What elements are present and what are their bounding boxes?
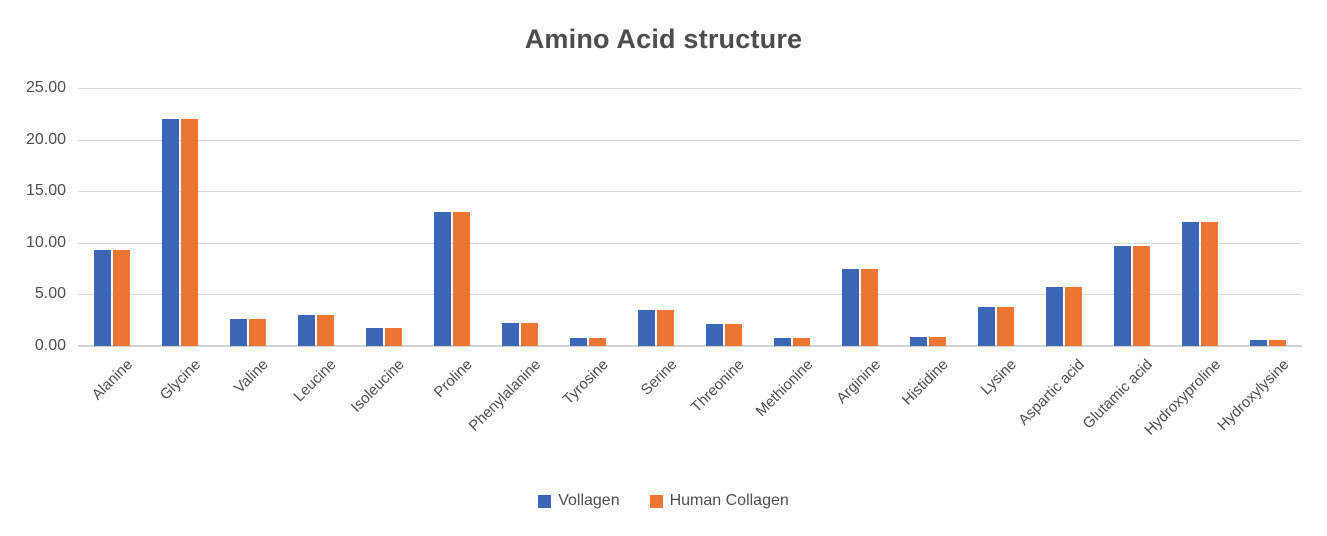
bar-vollagen-alanine — [94, 250, 111, 346]
bar-group — [1166, 88, 1234, 346]
bar-vollagen-valine — [230, 319, 247, 346]
bar-group — [962, 88, 1030, 346]
bar-human-collagen-threonine — [725, 324, 742, 346]
bar-vollagen-aspartic-acid — [1046, 287, 1063, 346]
bar-human-collagen-histidine — [929, 336, 946, 346]
bar-vollagen-leucine — [298, 315, 315, 346]
x-axis-label: Serine — [637, 356, 681, 399]
bar-vollagen-serine — [638, 309, 655, 346]
bars-row — [78, 88, 1302, 346]
bar-vollagen-histidine — [910, 336, 927, 346]
legend-marker-vollagen — [538, 494, 552, 508]
bar-group — [78, 88, 146, 346]
bar-group — [1234, 88, 1302, 346]
bar-human-collagen-aspartic-acid — [1065, 287, 1082, 346]
bar-human-collagen-isoleucine — [385, 328, 402, 346]
gridline — [78, 88, 1302, 89]
bar-human-collagen-lysine — [997, 306, 1014, 346]
bar-human-collagen-phenylalanine — [521, 323, 538, 346]
x-axis-label: Aspartic acid — [1015, 356, 1089, 429]
bar-vollagen-phenylalanine — [502, 323, 519, 346]
bar-vollagen-glutamic-acid — [1114, 245, 1131, 346]
x-axis-label: Isoleucine — [348, 356, 409, 416]
y-axis-tick-label: 0.00 — [34, 337, 66, 354]
bar-group — [146, 88, 214, 346]
bar-vollagen-proline — [434, 211, 451, 346]
bar-group — [214, 88, 282, 346]
bar-vollagen-hydroxylysine — [1250, 339, 1267, 346]
x-axis-label: Glycine — [156, 356, 205, 404]
bar-group — [690, 88, 758, 346]
bar-human-collagen-glycine — [181, 118, 198, 346]
bar-group — [1098, 88, 1166, 346]
bar-group — [758, 88, 826, 346]
bar-group — [554, 88, 622, 346]
bar-vollagen-lysine — [978, 306, 995, 346]
bar-human-collagen-tyrosine — [589, 337, 606, 346]
x-axis-label: Threonine — [688, 356, 749, 416]
bar-group — [622, 88, 690, 346]
x-axis-label: Glutamic acid — [1079, 356, 1157, 433]
bar-group — [350, 88, 418, 346]
x-axis-label: Valine — [231, 356, 273, 397]
bar-group — [418, 88, 486, 346]
x-axis-label: Arginine — [833, 356, 885, 407]
bar-human-collagen-proline — [453, 211, 470, 346]
bar-human-collagen-alanine — [113, 250, 130, 346]
bar-human-collagen-glutamic-acid — [1133, 245, 1150, 346]
bar-human-collagen-valine — [249, 319, 266, 346]
bar-group — [486, 88, 554, 346]
x-axis-label: Lysine — [977, 356, 1021, 399]
legend-label: Human Collagen — [669, 492, 789, 509]
bar-vollagen-hydroxyproline — [1182, 222, 1199, 346]
x-axis-label: Hydroxylysine — [1213, 356, 1293, 435]
legend-label: Vollagen — [558, 492, 620, 509]
x-axis-label: Leucine — [290, 356, 341, 406]
y-axis-tick-label: 20.00 — [25, 130, 66, 148]
bar-human-collagen-leucine — [317, 315, 334, 346]
bar-group — [282, 88, 350, 346]
x-axis-label: Alanine — [88, 356, 137, 404]
bar-vollagen-tyrosine — [570, 337, 587, 346]
x-axis-label: Phenylalanine — [465, 356, 545, 435]
gridline — [78, 139, 1302, 141]
y-axis-tick-label: 5.00 — [34, 285, 66, 303]
gridline — [78, 294, 1302, 296]
bar-vollagen-arginine — [842, 268, 859, 346]
legend: Vollagen Human Collagen — [0, 492, 1327, 510]
bar-group — [894, 88, 962, 346]
legend-marker-human-collagen — [649, 494, 663, 508]
bar-human-collagen-hydroxyproline — [1201, 222, 1218, 346]
y-axis-tick-label: 25.00 — [25, 79, 66, 96]
x-axis-label: Histidine — [899, 356, 953, 409]
legend-item-vollagen: Vollagen — [538, 492, 620, 510]
bar-vollagen-glycine — [162, 118, 179, 346]
bar-human-collagen-methionine — [793, 337, 810, 346]
y-axis-tick-label: 15.00 — [25, 182, 66, 200]
y-axis-tick-label: 10.00 — [25, 233, 66, 251]
plot-area — [78, 88, 1302, 347]
gridline — [78, 191, 1302, 193]
bar-vollagen-methionine — [774, 337, 791, 346]
chart-title: Amino Acid structure — [524, 24, 803, 54]
bar-vollagen-threonine — [706, 324, 723, 346]
bar-human-collagen-arginine — [861, 268, 878, 346]
bar-human-collagen-serine — [657, 309, 674, 346]
x-axis-label: Tyrosine — [559, 356, 613, 409]
x-axis-line — [78, 345, 1302, 347]
bar-group — [1030, 88, 1098, 346]
x-axis-label: Methionine — [752, 356, 817, 420]
bar-vollagen-isoleucine — [366, 328, 383, 346]
bar-human-collagen-hydroxylysine — [1269, 339, 1286, 346]
legend-item-human-collagen: Human Collagen — [649, 492, 789, 510]
gridline — [78, 242, 1302, 244]
x-axis-label: Proline — [430, 356, 477, 402]
bar-group — [826, 88, 894, 346]
